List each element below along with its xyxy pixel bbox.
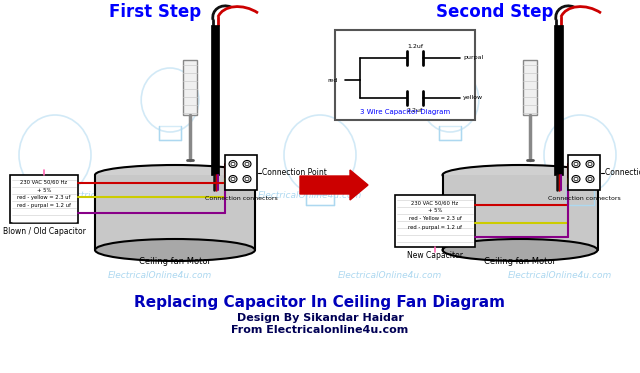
Text: + 5%: + 5%	[37, 188, 51, 192]
Text: 2.2uf: 2.2uf	[407, 107, 423, 113]
Bar	[159, 126, 181, 140]
Bar	[566, 187, 594, 205]
Ellipse shape	[229, 160, 237, 167]
Bar	[10, 175, 78, 223]
Text: red - purpal = 1.2 uf: red - purpal = 1.2 uf	[408, 225, 462, 229]
Text: + 5%: + 5%	[428, 209, 442, 213]
Text: 230 VAC 50/60 Hz: 230 VAC 50/60 Hz	[20, 179, 68, 185]
Ellipse shape	[245, 177, 249, 181]
Ellipse shape	[572, 176, 580, 182]
Text: red - purpal = 1.2 uf: red - purpal = 1.2 uf	[17, 204, 71, 209]
FancyArrow shape	[300, 170, 368, 200]
Bar	[568, 155, 600, 190]
Ellipse shape	[95, 239, 255, 261]
Ellipse shape	[588, 162, 592, 166]
Ellipse shape	[95, 165, 255, 185]
Text: First Step: First Step	[109, 3, 201, 21]
Text: Blown / Old Capacitor: Blown / Old Capacitor	[3, 226, 85, 235]
Ellipse shape	[572, 160, 580, 167]
Ellipse shape	[442, 165, 598, 185]
Text: New Capacitor: New Capacitor	[407, 251, 463, 260]
Text: ElectricalOnline4u.com: ElectricalOnline4u.com	[258, 191, 362, 200]
Text: Connection Point: Connection Point	[605, 168, 640, 177]
Text: Connection connectors: Connection connectors	[548, 195, 620, 201]
Bar	[523, 60, 537, 115]
Text: red: red	[328, 78, 338, 82]
Ellipse shape	[586, 160, 594, 167]
Text: ElectricalOnline4u.com: ElectricalOnline4u.com	[108, 270, 212, 279]
Ellipse shape	[574, 162, 578, 166]
Text: Connection Point: Connection Point	[262, 168, 327, 177]
Text: red - yellow = 2.3 uf: red - yellow = 2.3 uf	[17, 195, 70, 201]
Bar	[211, 25, 219, 175]
Text: 230 VAC 50/60 Hz: 230 VAC 50/60 Hz	[412, 201, 459, 206]
Text: 3 Wire Capacitor Diagram: 3 Wire Capacitor Diagram	[360, 109, 450, 115]
Text: red - Yellow = 2.3 uf: red - Yellow = 2.3 uf	[408, 216, 461, 222]
Text: Second Step: Second Step	[436, 3, 554, 21]
Bar	[183, 60, 197, 115]
Text: ElectricalOnline4u.com: ElectricalOnline4u.com	[448, 191, 552, 200]
Bar	[554, 25, 563, 175]
Text: ElectricalOnline4u.com: ElectricalOnline4u.com	[508, 270, 612, 279]
Ellipse shape	[229, 176, 237, 182]
Text: ElectricalOnline4u.com: ElectricalOnline4u.com	[338, 270, 442, 279]
Text: purpal: purpal	[463, 56, 483, 60]
Text: From Electricalonline4u.com: From Electricalonline4u.com	[232, 325, 408, 335]
Bar	[395, 195, 475, 247]
Ellipse shape	[243, 160, 251, 167]
Bar	[225, 155, 257, 190]
Bar	[335, 30, 475, 120]
Bar	[95, 175, 255, 250]
Bar	[442, 175, 598, 250]
Bar	[41, 187, 69, 205]
Bar	[306, 187, 334, 205]
Text: Ceiling fan Motor: Ceiling fan Motor	[484, 257, 556, 266]
Ellipse shape	[243, 176, 251, 182]
Ellipse shape	[231, 162, 235, 166]
Text: Ceiling fan Motor: Ceiling fan Motor	[139, 257, 211, 266]
Text: Replacing Capacitor In Ceiling Fan Diagram: Replacing Capacitor In Ceiling Fan Diagr…	[134, 295, 506, 310]
Ellipse shape	[586, 176, 594, 182]
Ellipse shape	[588, 177, 592, 181]
Text: Connection connectors: Connection connectors	[205, 195, 277, 201]
Text: 1.2uf: 1.2uf	[407, 44, 423, 48]
Ellipse shape	[231, 177, 235, 181]
Text: Design By Sikandar Haidar: Design By Sikandar Haidar	[237, 313, 403, 323]
Text: yellow: yellow	[463, 95, 483, 100]
Ellipse shape	[442, 239, 598, 261]
Text: ElectricalOnline4u.com: ElectricalOnline4u.com	[63, 191, 167, 200]
Ellipse shape	[245, 162, 249, 166]
Ellipse shape	[574, 177, 578, 181]
Bar	[439, 126, 461, 140]
